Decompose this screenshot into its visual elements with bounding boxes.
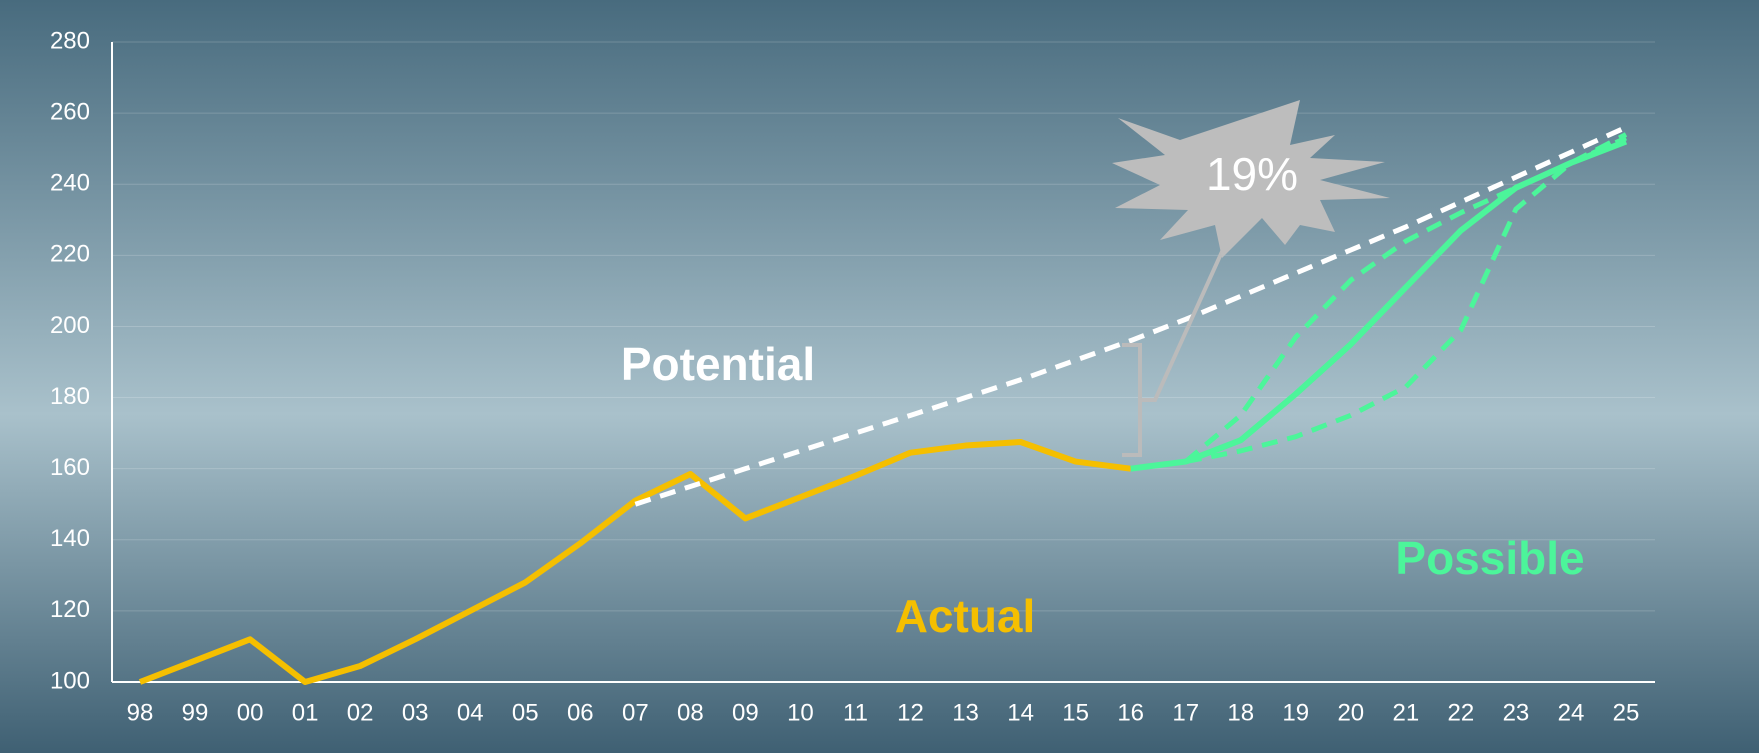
y-tick-label: 140 [50,525,90,552]
y-tick-label: 180 [50,383,90,410]
x-tick-label: 01 [292,699,319,726]
x-tick-label: 15 [1062,699,1089,726]
x-tick-label: 23 [1503,699,1530,726]
series-label: Potential [621,338,815,390]
x-tick-label: 17 [1172,699,1199,726]
x-tick-label: 08 [677,699,704,726]
x-tick-label: 03 [402,699,429,726]
x-tick-label: 09 [732,699,759,726]
series-label: Actual [895,590,1036,642]
x-tick-label: 98 [127,699,154,726]
x-tick-label: 04 [457,699,484,726]
x-tick-label: 25 [1613,699,1640,726]
y-tick-label: 220 [50,241,90,268]
callout-connector [1140,244,1227,402]
x-tick-label: 11 [843,699,868,726]
x-tick-label: 21 [1393,699,1420,726]
x-tick-label: 18 [1227,699,1254,726]
x-tick-label: 22 [1448,699,1475,726]
x-tick-label: 07 [622,699,649,726]
y-tick-label: 260 [50,98,90,125]
x-tick-label: 20 [1337,699,1364,726]
series-line [634,125,1628,507]
x-tick-label: 16 [1117,699,1144,726]
x-tick-label: 24 [1558,699,1585,726]
x-tick-label: 13 [952,699,979,726]
x-tick-label: 10 [787,699,814,726]
series-line [138,439,1132,685]
series-line [1184,135,1628,464]
y-tick-label: 240 [50,170,90,197]
starburst [1112,100,1390,258]
y-tick-label: 280 [50,27,90,54]
series-line [1130,138,1628,472]
x-tick-label: 99 [182,699,209,726]
y-tick-label: 200 [50,312,90,339]
series-label: Possible [1395,532,1584,584]
y-tick-label: 120 [50,596,90,623]
x-tick-label: 19 [1282,699,1309,726]
x-tick-label: 12 [897,699,924,726]
x-tick-label: 00 [237,699,264,726]
x-tick-label: 05 [512,699,539,726]
x-tick-label: 14 [1007,699,1034,726]
y-tick-label: 100 [50,667,90,694]
annotation: 19% [1206,148,1298,200]
x-tick-label: 06 [567,699,594,726]
x-tick-label: 02 [347,699,374,726]
y-tick-label: 160 [50,454,90,481]
